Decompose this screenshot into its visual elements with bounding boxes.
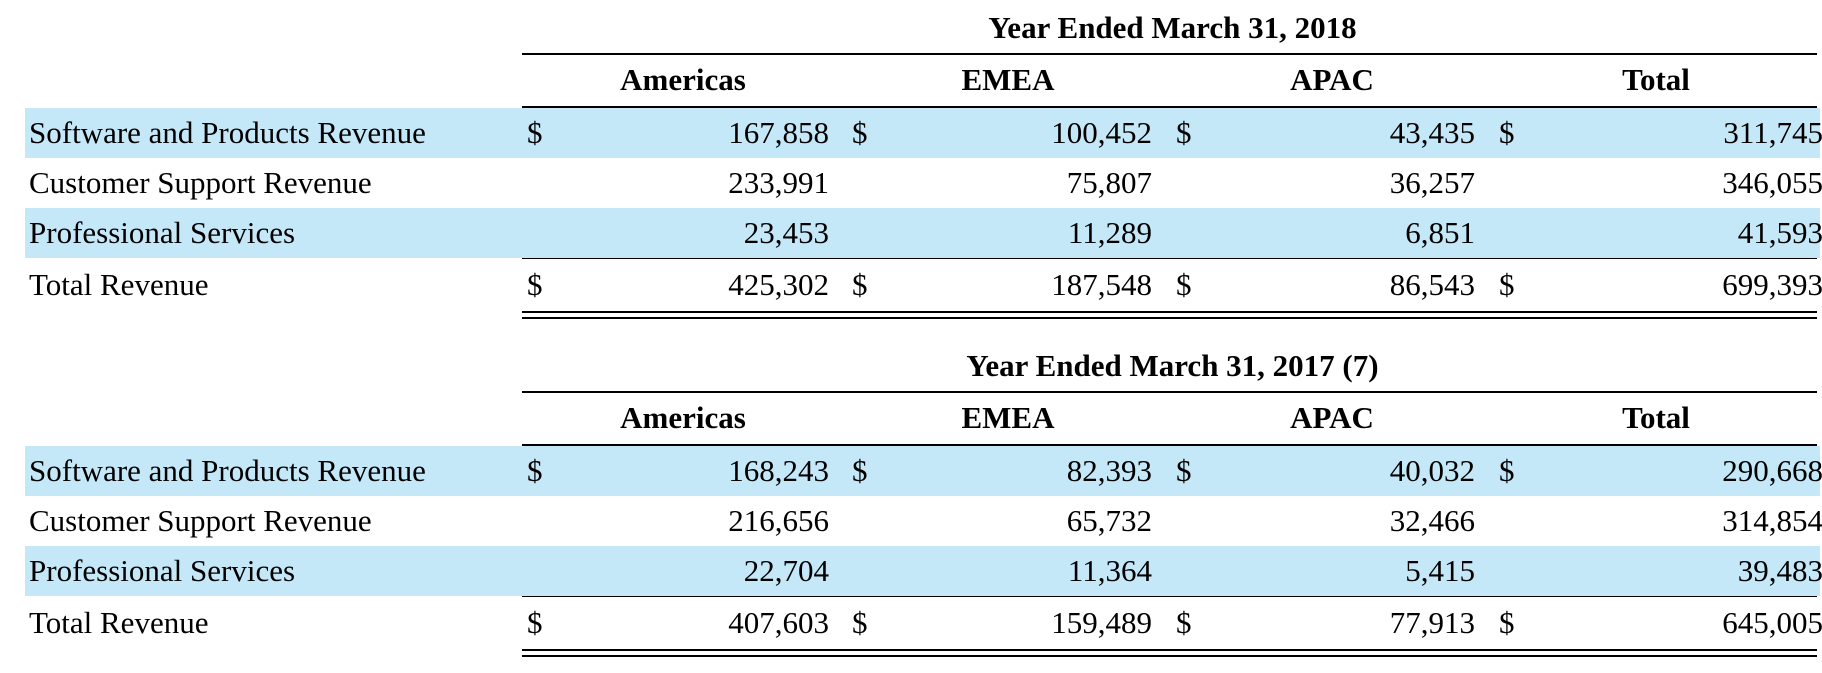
dollar-sign: $ [527,267,543,302]
apac-value: 86,543 [1389,267,1475,302]
total-double-rule [522,649,1817,657]
total-value: 314,854 [1722,503,1822,538]
emea-value: 159,489 [1051,605,1152,640]
dollar-sign: $ [1499,605,1515,640]
table-row-total: Total Revenue $ 425,302 $ 187,548 $ 86,5… [25,260,1822,310]
title-underline [522,53,1817,55]
title-underline [522,391,1817,393]
apac-value: 40,032 [1389,453,1475,488]
apac-value: 77,913 [1389,605,1475,640]
table-row: Customer Support Revenue 233,991 75,807 … [25,158,1822,208]
emea-value: 82,393 [1066,453,1152,488]
americas-value: 425,302 [728,267,829,302]
row-label: Professional Services [29,215,296,250]
period-title: Year Ended March 31, 2017 (7) [966,348,1379,383]
dollar-sign: $ [1499,267,1515,302]
dollar-sign: $ [1499,115,1515,150]
dollar-sign: $ [852,115,868,150]
row-label: Software and Products Revenue [29,453,426,488]
dollar-sign: $ [852,267,868,302]
row-label: Customer Support Revenue [29,503,372,538]
total-value: 290,668 [1722,453,1822,488]
total-value: 41,593 [1737,215,1822,250]
americas-value: 167,858 [728,115,829,150]
column-header-apac: APAC [1290,400,1374,435]
column-header-total: Total [1622,62,1690,97]
apac-value: 43,435 [1389,115,1475,150]
americas-value: 233,991 [728,165,829,200]
americas-value: 168,243 [728,453,829,488]
row-label: Total Revenue [29,605,209,640]
dollar-sign: $ [1176,115,1192,150]
row-label: Software and Products Revenue [29,115,426,150]
emea-value: 11,364 [1067,553,1152,588]
table-row-total: Total Revenue $ 407,603 $ 159,489 $ 77,9… [25,598,1822,648]
apac-value: 36,257 [1389,165,1475,200]
table-row: Software and Products Revenue $ 168,243 … [25,446,1822,496]
americas-value: 22,704 [743,553,829,588]
dollar-sign: $ [527,115,543,150]
total-value: 645,005 [1722,605,1822,640]
dollar-sign: $ [527,453,543,488]
row-label: Customer Support Revenue [29,165,372,200]
dollar-sign: $ [1499,453,1515,488]
table-row: Professional Services 22,704 11,364 5,41… [25,546,1822,596]
column-header-emea: EMEA [961,62,1055,97]
period-title: Year Ended March 31, 2018 [988,10,1357,45]
column-header-apac: APAC [1290,62,1374,97]
total-value: 39,483 [1737,553,1822,588]
subtotal-rule [522,596,1817,597]
subtotal-rule [522,258,1817,259]
dollar-sign: $ [1176,605,1192,640]
header-underline [522,444,1817,446]
emea-value: 65,732 [1066,503,1152,538]
dollar-sign: $ [1176,453,1192,488]
table-row: Software and Products Revenue $ 167,858 … [25,108,1822,158]
apac-value: 5,415 [1405,553,1475,588]
emea-value: 100,452 [1051,115,1152,150]
apac-value: 32,466 [1389,503,1475,538]
emea-value: 11,289 [1067,215,1152,250]
column-header-americas: Americas [620,400,746,435]
dollar-sign: $ [1176,267,1192,302]
emea-value: 75,807 [1066,165,1152,200]
row-label: Professional Services [29,553,296,588]
row-label: Total Revenue [29,267,209,302]
table-row: Customer Support Revenue 216,656 65,732 … [25,496,1822,546]
apac-value: 6,851 [1405,215,1475,250]
total-value: 699,393 [1722,267,1822,302]
total-value: 346,055 [1722,165,1822,200]
americas-value: 23,453 [743,215,829,250]
dollar-sign: $ [852,605,868,640]
americas-value: 216,656 [728,503,829,538]
table-row: Professional Services 23,453 11,289 6,85… [25,208,1822,258]
total-double-rule [522,311,1817,319]
column-header-total: Total [1622,400,1690,435]
dollar-sign: $ [527,605,543,640]
americas-value: 407,603 [728,605,829,640]
total-value: 311,745 [1723,115,1822,150]
column-header-americas: Americas [620,62,746,97]
header-underline [522,106,1817,108]
emea-value: 187,548 [1051,267,1152,302]
column-header-emea: EMEA [961,400,1055,435]
dollar-sign: $ [852,453,868,488]
